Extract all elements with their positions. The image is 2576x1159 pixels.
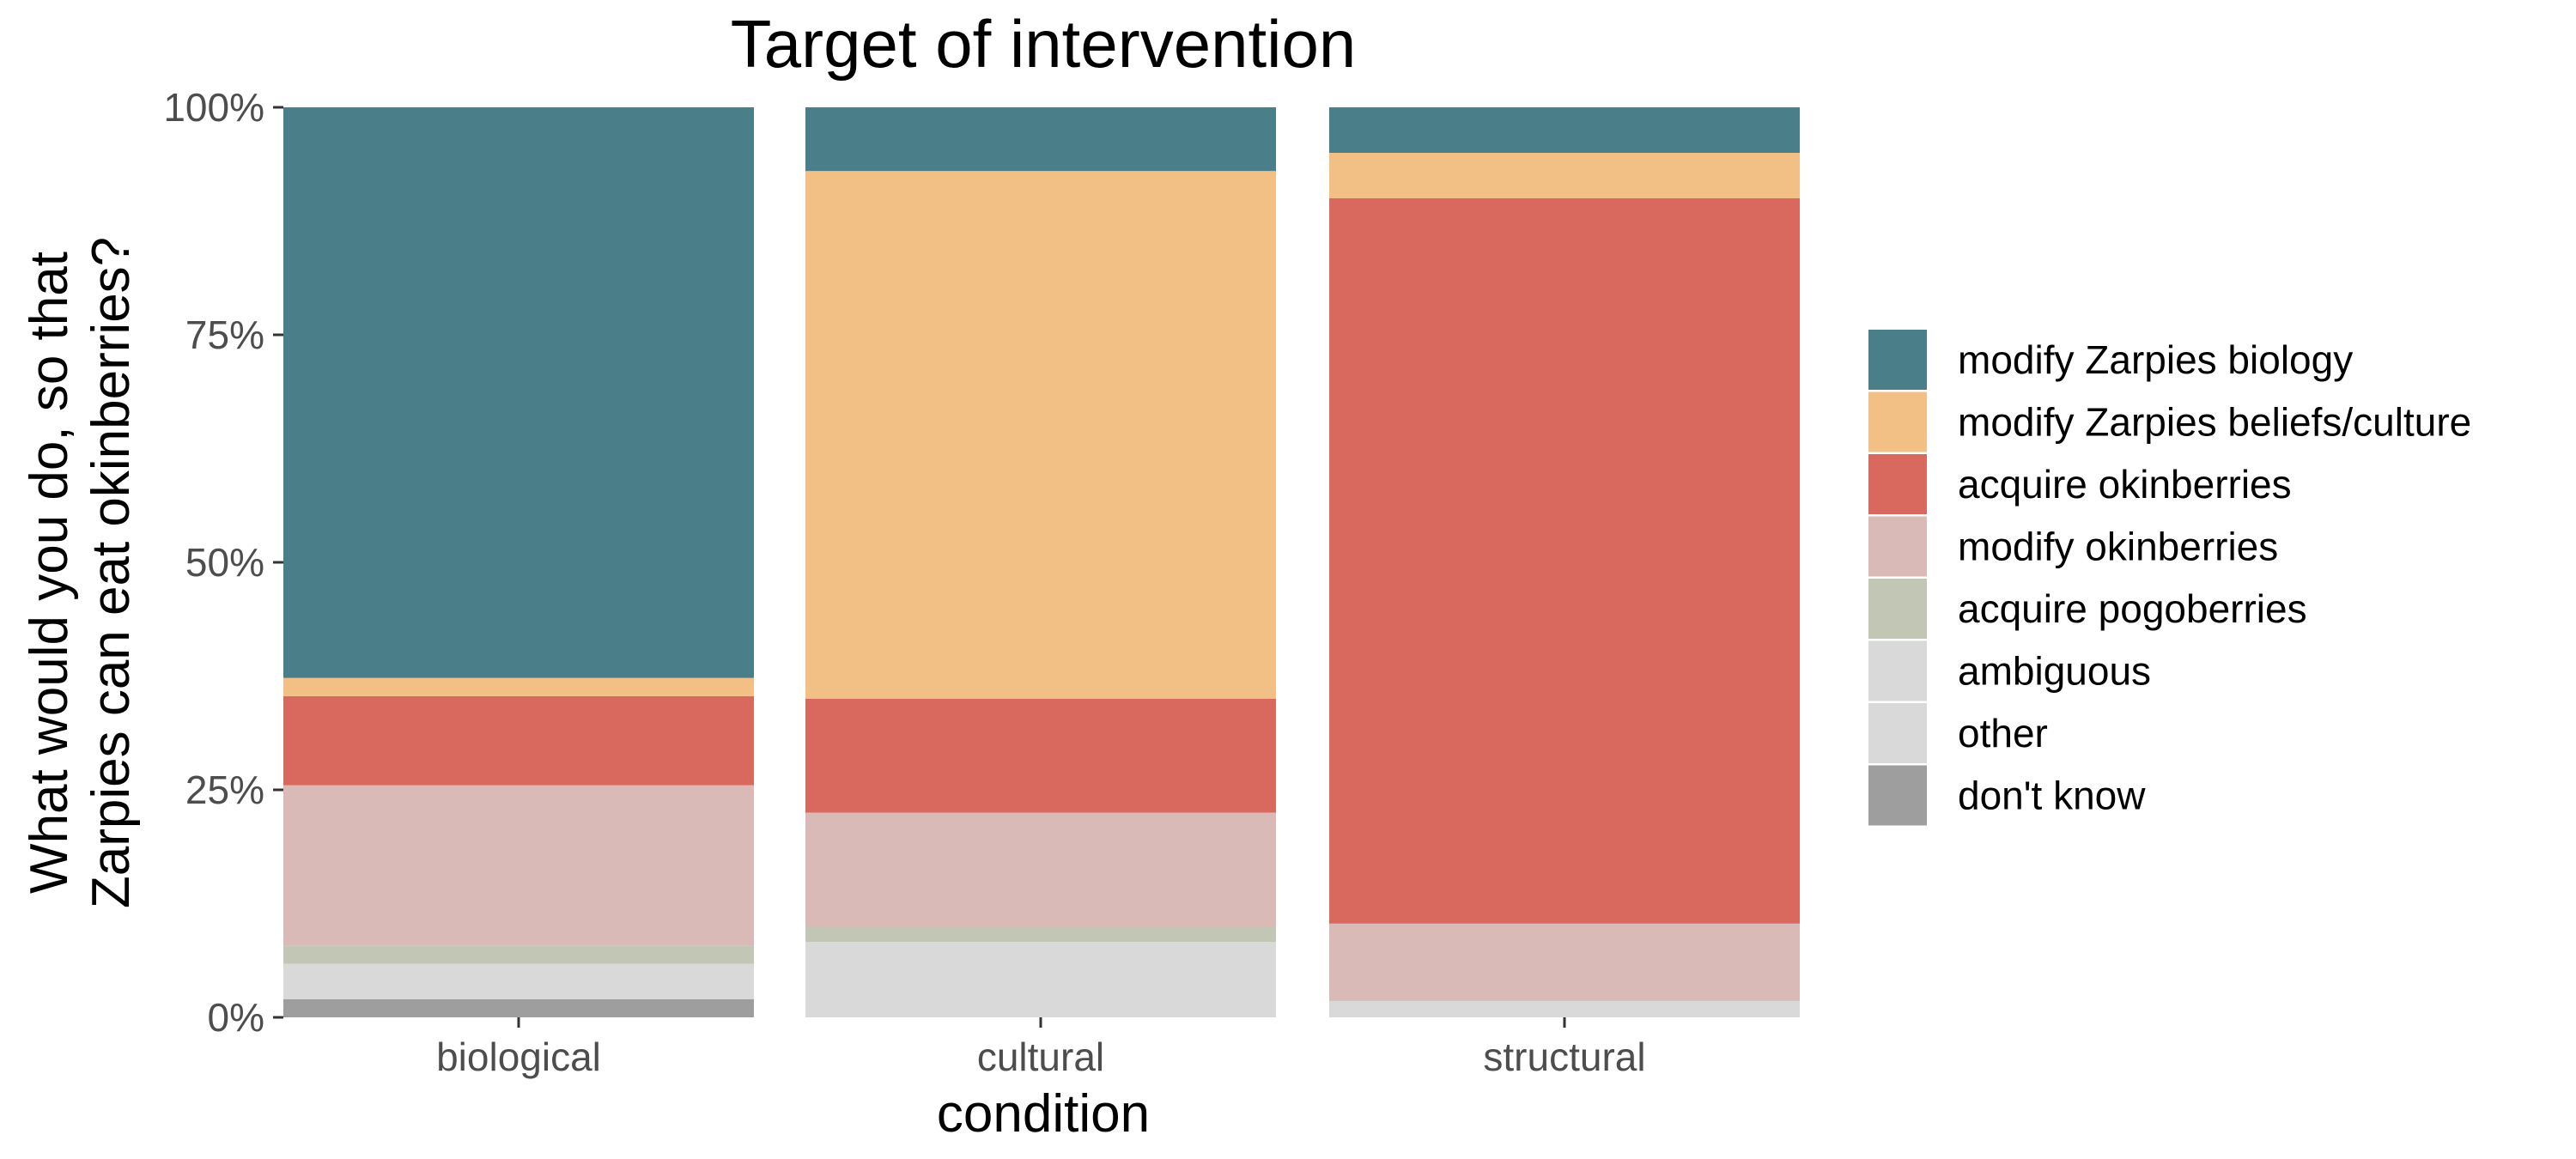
bar-segment-biological-ambiguous xyxy=(283,963,754,999)
bar-segment-structural-modify-zarpies-beliefs-culture xyxy=(1329,153,1800,198)
legend-key-acquire-okinberries xyxy=(1868,454,1927,514)
legend-label-modify-zarpies-biology: modify Zarpies biology xyxy=(1958,337,2353,382)
legend-label-don-t-know: don't know xyxy=(1958,774,2146,818)
legend-key-acquire-pogoberries xyxy=(1868,579,1927,639)
legend-label-modify-okinberries: modify okinberries xyxy=(1958,525,2278,569)
bar-segment-cultural-modify-zarpies-biology xyxy=(805,107,1276,172)
bar-segment-biological-modify-okinberries xyxy=(283,785,754,946)
y-axis: 0% 25% 50% 75% 100% xyxy=(163,85,283,1040)
y-tick-label: 100% xyxy=(163,85,264,130)
y-tick-label: 25% xyxy=(185,768,264,812)
legend-key-don-t-know xyxy=(1868,765,1927,826)
x-tick-label-structural: structural xyxy=(1483,1035,1645,1079)
legend-label-acquire-pogoberries: acquire pogoberries xyxy=(1958,586,2307,631)
y-tick-label: 50% xyxy=(185,540,264,585)
x-tick-label-biological: biological xyxy=(436,1035,601,1079)
bar-segment-cultural-modify-okinberries xyxy=(805,812,1276,926)
legend-key-modify-zarpies-beliefs-culture xyxy=(1868,391,1927,452)
legend-key-modify-zarpies-biology xyxy=(1868,330,1927,390)
y-axis-title-line-2: Zarpies can eat okinberries? xyxy=(82,237,141,908)
bar-segment-structural-modify-okinberries xyxy=(1329,923,1800,1001)
chart-title: Target of intervention xyxy=(731,6,1356,82)
bar-segment-structural-acquire-okinberries xyxy=(1329,198,1800,924)
bar-segment-cultural-ambiguous xyxy=(805,942,1276,1017)
bar-segment-biological-don-t-know xyxy=(283,998,754,1017)
bar-segment-cultural-acquire-okinberries xyxy=(805,699,1276,813)
x-axis-title: condition xyxy=(937,1084,1150,1144)
y-tick-label: 75% xyxy=(185,313,264,357)
bar-segment-biological-modify-zarpies-beliefs-culture xyxy=(283,677,754,696)
bar-segment-cultural-modify-zarpies-beliefs-culture xyxy=(805,171,1276,699)
bar-segment-structural-modify-zarpies-biology xyxy=(1329,107,1800,153)
y-axis-title: What would you do, so that Zarpies can e… xyxy=(20,237,141,908)
plot-area xyxy=(283,107,1800,1017)
x-tick-label-cultural: cultural xyxy=(977,1035,1104,1079)
bar-segment-biological-acquire-okinberries xyxy=(283,695,754,786)
legend-label-acquire-okinberries: acquire okinberries xyxy=(1958,462,2292,507)
legend-label-other: other xyxy=(1958,711,2048,755)
y-tick-label: 0% xyxy=(208,995,264,1040)
bar-segment-biological-acquire-pogoberries xyxy=(283,945,754,964)
legend-key-ambiguous xyxy=(1868,640,1927,701)
bar-segment-cultural-acquire-pogoberries xyxy=(805,926,1276,943)
legend: modify Zarpies biology modify Zarpies bel… xyxy=(1868,330,2471,826)
y-axis-title-line-1: What would you do, so that xyxy=(20,252,79,894)
legend-label-ambiguous: ambiguous xyxy=(1958,649,2151,694)
legend-key-other xyxy=(1868,703,1927,763)
legend-key-modify-okinberries xyxy=(1868,516,1927,577)
x-axis: biological cultural structural xyxy=(436,1017,1646,1079)
bar-segment-biological-modify-zarpies-biology xyxy=(283,107,754,678)
bar-segment-structural-ambiguous xyxy=(1329,1000,1800,1017)
legend-label-modify-zarpies-beliefs-culture: modify Zarpies beliefs/culture xyxy=(1958,400,2471,445)
